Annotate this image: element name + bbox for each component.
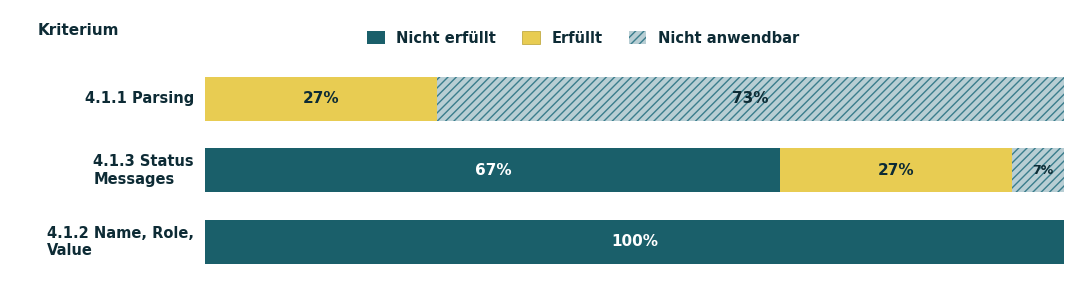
Text: 27%: 27% (302, 91, 339, 107)
Bar (1012, 148, 1072, 192)
Bar (205, 148, 781, 192)
Text: 100%: 100% (611, 234, 658, 249)
Bar (437, 77, 1064, 121)
Text: 27%: 27% (878, 163, 915, 178)
Bar (437, 77, 1064, 121)
Text: 67%: 67% (474, 163, 511, 178)
Text: Kriterium: Kriterium (38, 23, 119, 38)
Text: 7%: 7% (1031, 164, 1053, 177)
Text: 73%: 73% (732, 91, 769, 107)
Bar (205, 77, 437, 121)
Bar (205, 220, 1064, 264)
Bar (781, 148, 1012, 192)
Bar (1012, 148, 1072, 192)
Legend: Nicht erfüllt, Erfüllt, Nicht anwendbar: Nicht erfüllt, Erfüllt, Nicht anwendbar (367, 31, 799, 46)
